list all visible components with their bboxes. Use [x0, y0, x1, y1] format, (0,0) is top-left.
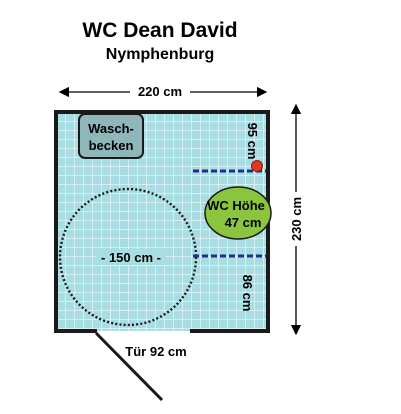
door-width-label: Tür 92 cm	[125, 344, 186, 359]
turning-circle-label: - 150 cm -	[101, 250, 161, 265]
sink-label-line1: Wasch-	[88, 121, 134, 136]
sink-label-line2: becken	[89, 138, 134, 153]
diagram-subtitle: Nymphenburg	[106, 46, 214, 63]
width-label-bg	[130, 83, 190, 99]
height-label-bg	[288, 192, 304, 246]
height-dimension-label: 230 cm	[289, 197, 304, 241]
upper-wall-segment-label: 95 cm	[245, 123, 260, 160]
door-leaf	[94, 331, 164, 402]
width-dimension-label: 220 cm	[138, 84, 182, 99]
diagram-title: WC Dean David	[82, 19, 237, 42]
sink	[78, 113, 144, 159]
lower-wall-segment-label: 86 cm	[240, 275, 255, 312]
toilet	[204, 186, 272, 240]
turning-circle-label-bg	[96, 249, 166, 265]
flush-button	[251, 160, 263, 172]
room-walls	[54, 110, 270, 333]
toilet-label-line2: 47 cm	[225, 215, 262, 230]
toilet-label-line1: WC Höhe	[207, 198, 265, 213]
